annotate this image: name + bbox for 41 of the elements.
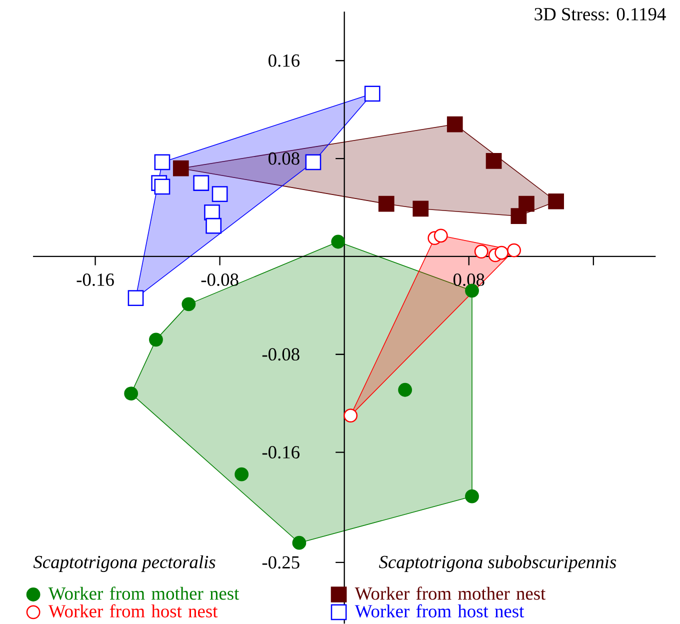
legend-label: Worker from host nest — [48, 604, 218, 618]
annotation: 3D Stress: 0.1194 — [534, 8, 666, 20]
point — [206, 218, 222, 234]
point — [434, 228, 448, 242]
point — [234, 467, 249, 482]
y-tick-label: 0.16 — [268, 54, 300, 67]
x-tick-label: 0.08 — [453, 273, 484, 286]
point — [494, 246, 509, 260]
point — [292, 536, 306, 550]
point — [305, 154, 322, 170]
point — [172, 160, 189, 176]
point — [378, 196, 394, 212]
y-tick-label: 0.08 — [268, 152, 300, 165]
point — [182, 297, 196, 312]
annotation: Scaptotrigona pectoralis — [33, 555, 216, 572]
point — [518, 196, 534, 212]
x-tick-label: -0.16 — [76, 273, 114, 286]
point — [446, 116, 463, 132]
point — [149, 332, 163, 347]
point — [154, 154, 170, 170]
y-tick-label: -0.25 — [262, 556, 300, 569]
point — [124, 386, 138, 400]
point — [398, 382, 412, 397]
legend-label: Worker from mother nest — [354, 586, 546, 600]
annotation: Scaptotrigona subobscuripennis — [379, 555, 616, 572]
y-tick-label: -0.08 — [262, 348, 300, 361]
point — [474, 244, 488, 258]
point — [331, 234, 346, 249]
point — [154, 178, 170, 195]
y-tick-label: -0.16 — [262, 446, 300, 458]
legend-label: Worker from mother nest — [48, 586, 240, 600]
point — [412, 200, 429, 217]
point — [548, 193, 564, 210]
point — [344, 408, 358, 422]
point — [510, 208, 527, 224]
point — [465, 489, 479, 504]
legend-label: Worker from host nest — [354, 604, 524, 618]
point — [486, 152, 502, 169]
point — [193, 174, 210, 191]
x-tick-label: -0.08 — [201, 273, 238, 286]
point — [212, 186, 228, 202]
